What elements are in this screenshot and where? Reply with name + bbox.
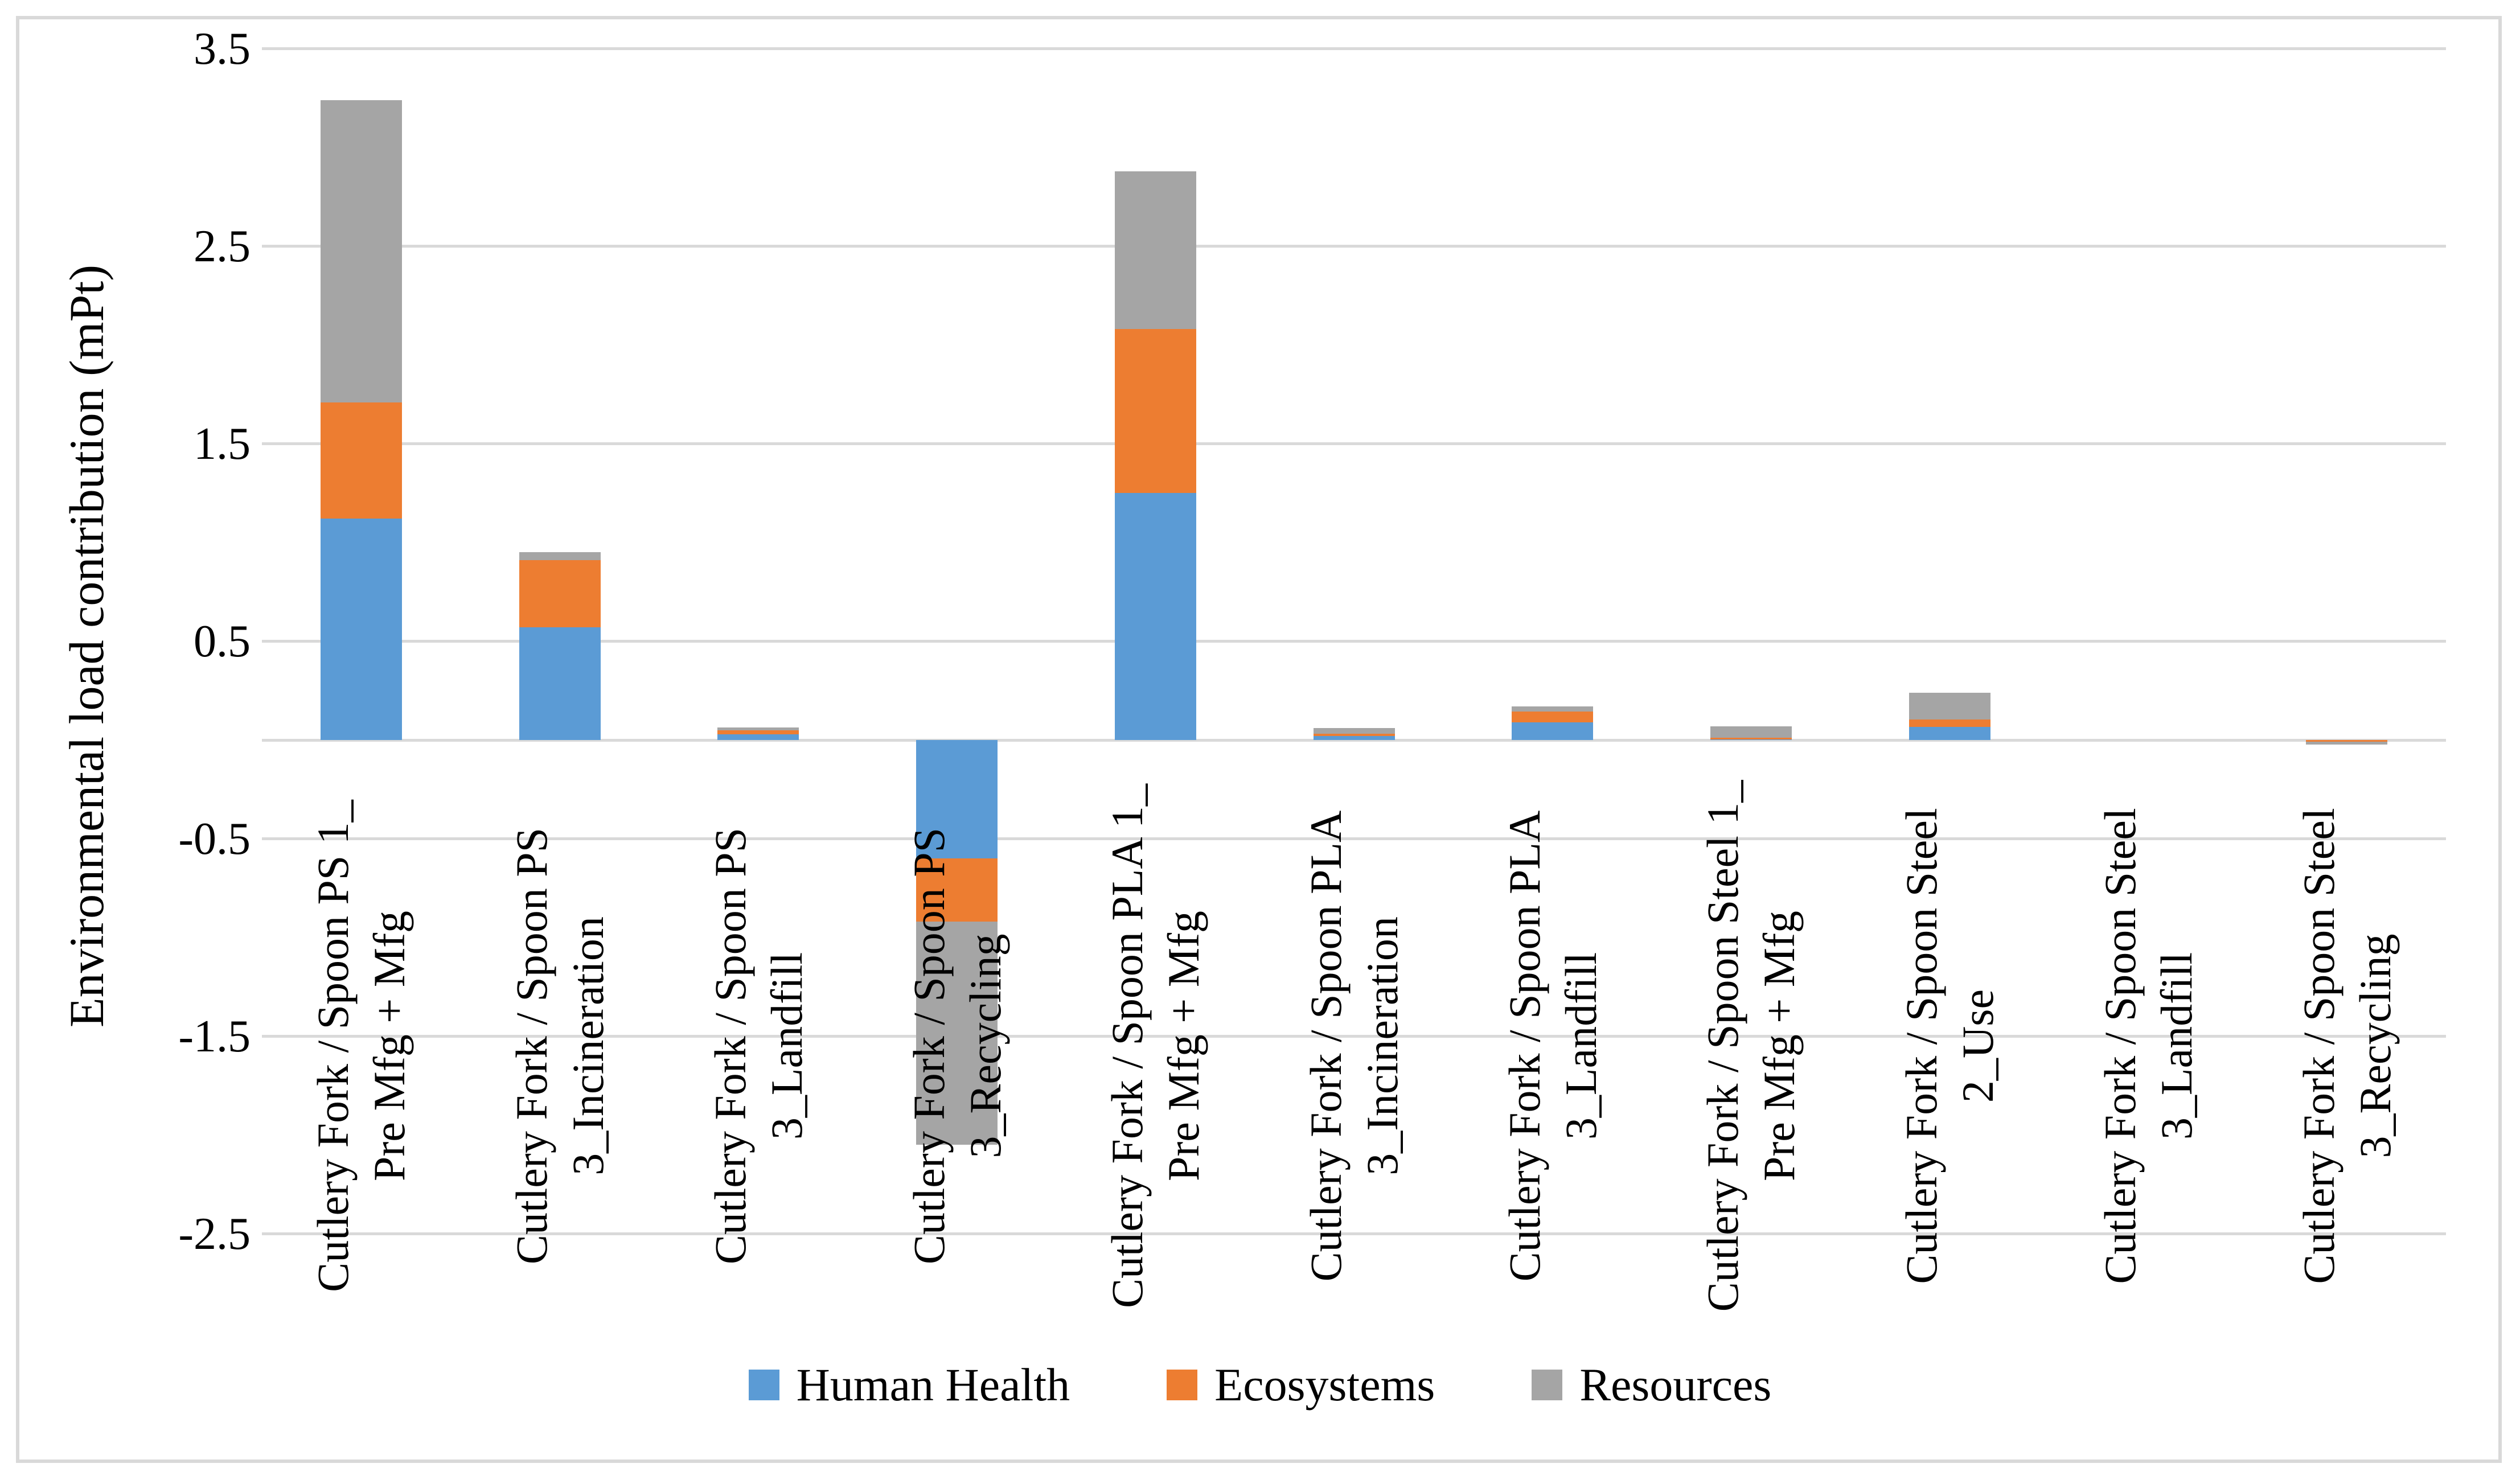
x-category-label-line1: Cutlery Fork / Spoon Steel 1_ (1698, 780, 1748, 1312)
y-tick-label: 1.5 (194, 418, 251, 469)
x-category-label-line2: 3_Landfill (1555, 952, 1606, 1140)
x-category-label: Cutlery Fork / Spoon PS 3_Recycling (901, 751, 1013, 1341)
x-category-label: Cutlery Fork / Spoon Steel 3_Landfill (2092, 751, 2205, 1341)
bar-segment (1114, 329, 1196, 494)
y-tick-label: -2.5 (178, 1208, 251, 1259)
x-category-label: Cutlery Fork / Spoon PS 3_Incineration (503, 751, 616, 1341)
bar-segment (1710, 726, 1792, 738)
bar-segment (916, 858, 998, 922)
gridline (262, 1035, 2446, 1038)
x-category-label-line1: Cutlery Fork / Spoon Steel (2293, 808, 2343, 1284)
bar-segment (519, 627, 601, 740)
bar-segment (1710, 738, 1792, 739)
bar-segment (717, 727, 799, 730)
x-category-label-line2: Pre Mfg + Mfg (364, 910, 414, 1182)
legend-item: Resources (1532, 1359, 1771, 1411)
x-category-label: Cutlery Fork / Spoon PLA 3_Landfill (1496, 751, 1609, 1341)
legend-label: Ecosystems (1214, 1359, 1435, 1411)
bar-segment (1710, 739, 1792, 740)
x-category-label-line1: Cutlery Fork / Spoon Steel (1897, 808, 1947, 1284)
bar-segment (717, 730, 799, 734)
legend-item: Ecosystems (1167, 1359, 1435, 1411)
legend-label: Resources (1579, 1359, 1772, 1411)
gridline (262, 442, 2446, 445)
x-category-label: Cutlery Fork / Spoon Steel 2_Use (1893, 751, 2006, 1341)
bar-segment (320, 402, 402, 519)
y-tick-label: 3.5 (194, 23, 251, 74)
x-category-label: Cutlery Fork / Spoon Steel 3_Recycling (2291, 751, 2403, 1341)
x-category-label-line2: 3_Recycling (960, 934, 1010, 1158)
gridline (262, 640, 2446, 643)
gridline (262, 837, 2446, 840)
bar-segment (2306, 740, 2388, 742)
bar-segment (1909, 726, 1990, 740)
bar-segment (717, 734, 799, 740)
bar-segment (1114, 493, 1196, 740)
bar-segment (1512, 711, 1594, 722)
y-tick-label: -0.5 (178, 813, 251, 864)
x-category-label-line1: Cutlery Fork / Spoon PS (904, 827, 954, 1265)
bar-segment (1909, 720, 1990, 727)
bar-segment (1313, 736, 1395, 740)
legend-swatch-icon (1167, 1370, 1198, 1400)
gridline (262, 245, 2446, 248)
x-category-label: Cutlery Fork / Spoon PLA 1_ Pre Mfg + Mfg (1099, 751, 1212, 1341)
bar-segment (916, 740, 998, 859)
x-category-label-line1: Cutlery Fork / Spoon PS 1_ (308, 800, 358, 1292)
legend-swatch-icon (748, 1370, 779, 1400)
bar-segment (1114, 171, 1196, 330)
y-axis-title: Environmental load contribution (mPt) (59, 265, 114, 1027)
y-tick-label: 0.5 (194, 616, 251, 667)
bar-segment (320, 519, 402, 740)
bar-segment (1313, 733, 1395, 737)
y-tick-label: 2.5 (194, 221, 251, 272)
bar-segment (519, 552, 601, 561)
x-category-label: Cutlery Fork / Spoon PLA 3_Incineration (1298, 751, 1410, 1341)
x-category-label: Cutlery Fork / Spoon PS 3_Landfill (702, 751, 815, 1341)
x-category-label-line1: Cutlery Fork / Spoon PS (705, 827, 755, 1265)
x-category-label-line2: Pre Mfg + Mfg (1159, 910, 1209, 1182)
x-category-label-line1: Cutlery Fork / Spoon Steel (2095, 808, 2145, 1284)
y-tick-label: -1.5 (178, 1011, 251, 1062)
x-category-label-line2: 2_Use (1953, 989, 2003, 1103)
x-axis-line (262, 738, 2446, 742)
chart-border (16, 16, 2502, 1463)
x-category-label-line1: Cutlery Fork / Spoon PLA 1_ (1102, 784, 1152, 1308)
legend: Human Health Ecosystems Resources (0, 1359, 2520, 1411)
bar-segment (1313, 727, 1395, 734)
x-category-label-line2: 3_Landfill (761, 952, 811, 1140)
x-category-label-line1: Cutlery Fork / Spoon PLA (1301, 810, 1351, 1282)
x-category-label-line2: Pre Mfg + Mfg (1754, 910, 1804, 1182)
legend-swatch-icon (1532, 1370, 1563, 1400)
bar-segment (916, 922, 998, 1145)
x-category-label-line1: Cutlery Fork / Spoon PLA (1499, 810, 1549, 1282)
x-category-label: Cutlery Fork / Spoon Steel 1_ Pre Mfg + M… (1694, 751, 1807, 1341)
bar-segment (320, 100, 402, 402)
gridline (262, 47, 2446, 50)
bar-segment (1512, 706, 1594, 712)
bar-segment (2306, 742, 2388, 745)
legend-item: Human Health (748, 1359, 1070, 1411)
bar-segment (519, 560, 601, 628)
bar-segment (1512, 722, 1594, 740)
x-category-label-line1: Cutlery Fork / Spoon PS (507, 827, 557, 1265)
x-category-label-line2: 3_Recycling (2350, 934, 2400, 1158)
x-category-label-line2: 3_Incineration (563, 916, 613, 1175)
x-category-label-line2: 3_Incineration (1357, 916, 1407, 1175)
x-category-label: Cutlery Fork / Spoon PS 1_ Pre Mfg + Mfg (305, 751, 417, 1341)
gridline (262, 1232, 2446, 1235)
x-category-label-line2: 3_Landfill (2151, 952, 2201, 1140)
bar-segment (1909, 693, 1990, 720)
legend-label: Human Health (796, 1359, 1070, 1411)
